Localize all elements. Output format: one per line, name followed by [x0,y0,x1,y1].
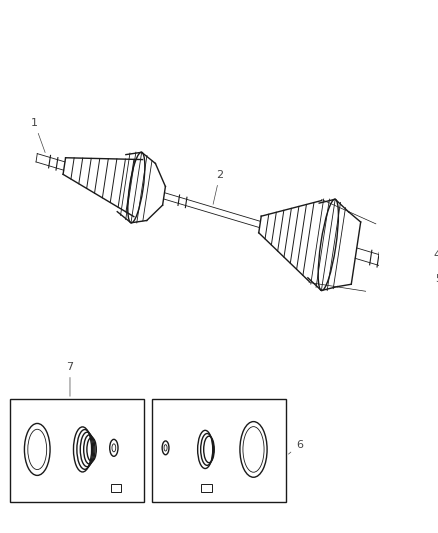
Bar [152,399,286,503]
Bar [10,399,144,503]
Text: 2: 2 [213,170,223,204]
Text: 7: 7 [67,362,74,396]
Ellipse shape [423,268,434,284]
Text: 5: 5 [435,274,438,284]
Text: 1: 1 [31,118,45,152]
Text: 6: 6 [289,440,303,454]
Text: 3: 3 [0,532,1,533]
Text: 4: 4 [434,250,438,260]
Bar [201,484,212,492]
Bar [111,484,121,492]
